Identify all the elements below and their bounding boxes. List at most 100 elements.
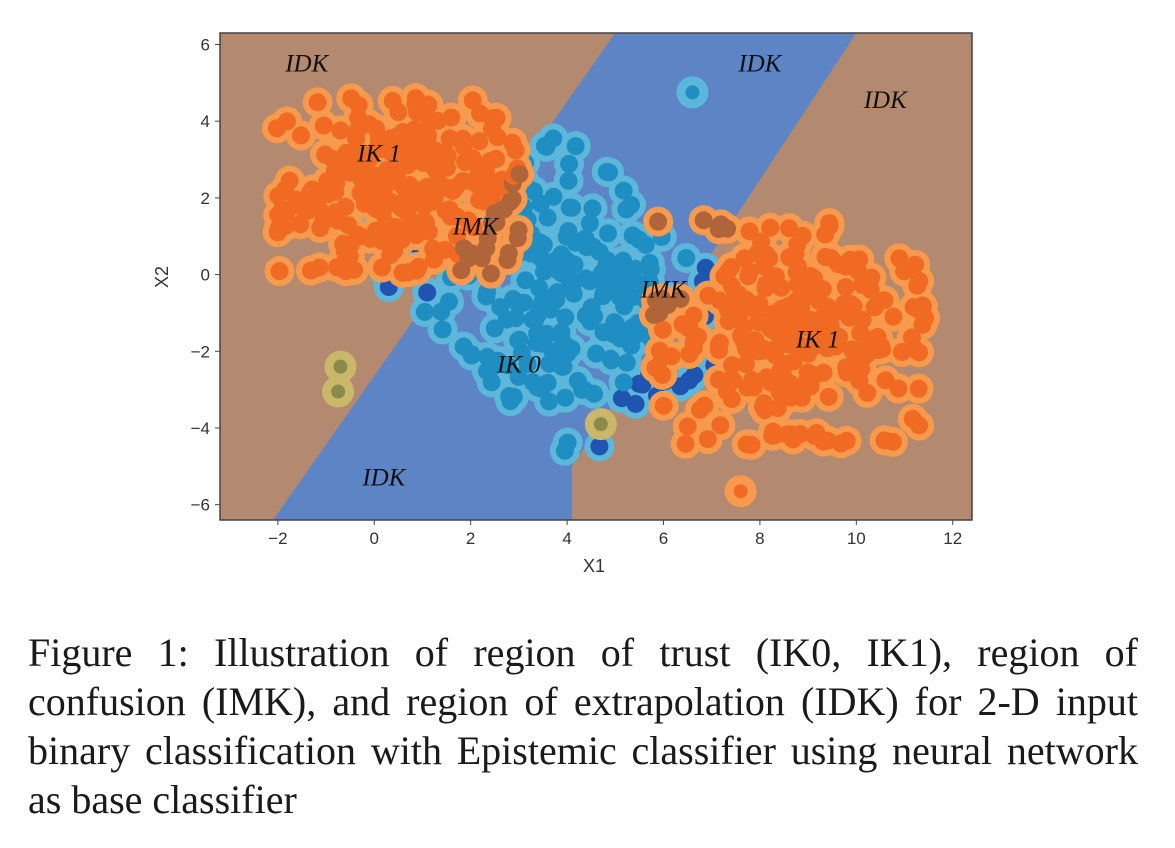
cluster-point	[351, 227, 370, 246]
cluster-point	[470, 191, 489, 210]
cluster-point	[416, 214, 435, 233]
cluster-point	[829, 255, 848, 274]
cluster-point	[685, 366, 704, 385]
cluster-point	[280, 171, 299, 190]
cluster-point	[761, 218, 780, 237]
outlier-point	[593, 417, 608, 432]
cluster-point	[432, 302, 451, 321]
cluster-point	[364, 166, 383, 185]
cluster-point	[619, 272, 638, 291]
cluster-point	[277, 204, 296, 223]
cluster-point	[583, 199, 602, 218]
cluster-point	[556, 308, 575, 327]
cluster-2	[261, 83, 535, 289]
cluster-point	[538, 208, 557, 227]
cluster-point	[614, 373, 633, 392]
annotation-layer: IDK IDK IDK IK 1 IMK IMK IK 1 IK 0 IDK	[284, 50, 908, 491]
x-tick-label: 6	[659, 529, 668, 548]
cluster-point	[415, 302, 434, 321]
region-label: IMK	[640, 277, 688, 304]
cluster-point	[625, 323, 644, 342]
cluster-point	[516, 271, 535, 290]
cluster-point	[277, 112, 296, 131]
cluster-point	[722, 356, 741, 375]
cluster-point	[470, 132, 489, 151]
cluster-point	[889, 379, 908, 398]
cluster-point	[850, 250, 869, 269]
cluster-point	[509, 367, 528, 386]
x-tick-label: 0	[370, 529, 379, 548]
region-label: IK 0	[496, 351, 541, 378]
cluster-point	[873, 340, 892, 359]
cluster-point	[820, 217, 839, 236]
cluster-point	[506, 141, 525, 160]
cluster-point	[611, 329, 630, 348]
cluster-point	[744, 378, 763, 397]
y-tick-label: 6	[201, 36, 210, 55]
cluster-point	[428, 111, 447, 130]
cluster-point	[654, 396, 673, 415]
cluster-point	[547, 290, 566, 309]
cluster-point	[766, 346, 785, 365]
x-tick-label: 8	[755, 529, 764, 548]
cluster-point	[594, 323, 613, 342]
cluster-point	[524, 182, 543, 201]
cluster-point	[836, 278, 855, 297]
cluster-point	[646, 291, 665, 310]
cluster-point	[389, 103, 408, 122]
cluster-point	[757, 245, 776, 264]
cluster-point	[351, 184, 370, 203]
cluster-point	[598, 279, 617, 298]
cluster-point	[301, 261, 320, 280]
cluster-point	[653, 320, 672, 339]
cluster-point	[509, 331, 528, 350]
cluster-point	[454, 239, 473, 258]
cluster-point	[481, 264, 500, 283]
cluster-point	[291, 197, 310, 216]
cluster-point	[837, 431, 856, 450]
cluster-point	[491, 298, 510, 317]
cluster-point	[488, 128, 507, 147]
x-tick-label: 10	[847, 529, 866, 548]
cluster-point	[630, 230, 649, 249]
y-axis-ticks: 6 4 2 0 −2 −4 −6	[191, 36, 220, 515]
decision-region-chart: IDK IDK IDK IK 1 IMK IMK IK 1 IK 0 IDK −2 0 2 4 6 8 10…	[152, 32, 973, 576]
cluster-point	[876, 371, 895, 390]
cluster-point	[537, 137, 556, 156]
cluster-point	[617, 353, 636, 372]
x-tick-label: −2	[268, 529, 287, 548]
cluster-point	[311, 219, 330, 238]
cluster-point	[710, 341, 729, 360]
cluster-point	[553, 357, 572, 376]
cluster-point	[587, 344, 606, 363]
cluster-point	[349, 96, 368, 115]
cluster-point	[508, 229, 527, 248]
cluster-point	[336, 262, 355, 281]
cluster-point	[684, 306, 703, 325]
cluster-point	[556, 388, 575, 407]
region-label: IDK	[737, 50, 782, 77]
cluster-point	[323, 149, 342, 168]
cluster-point	[808, 336, 827, 355]
cluster-point	[791, 425, 810, 444]
cluster-point	[499, 244, 518, 263]
cluster-point	[722, 258, 741, 277]
cluster-point	[678, 417, 697, 436]
region-label: IMK	[452, 213, 500, 240]
cluster-point	[518, 355, 537, 374]
cluster-point	[462, 346, 481, 365]
cluster-point	[787, 263, 806, 282]
region-label: IDK	[284, 50, 329, 77]
cluster-point	[858, 383, 877, 402]
cluster-point	[393, 263, 412, 282]
cluster-point	[904, 298, 923, 317]
cluster-point	[851, 360, 870, 379]
cluster-point	[612, 389, 631, 408]
cluster-point	[414, 197, 433, 216]
cluster-point	[424, 250, 443, 269]
cluster-point	[598, 224, 617, 243]
cluster-point	[453, 129, 472, 148]
x-axis-ticks: −2 0 2 4 6 8 10 12	[268, 520, 962, 548]
cluster-point	[750, 311, 769, 330]
cluster-point	[404, 139, 423, 158]
